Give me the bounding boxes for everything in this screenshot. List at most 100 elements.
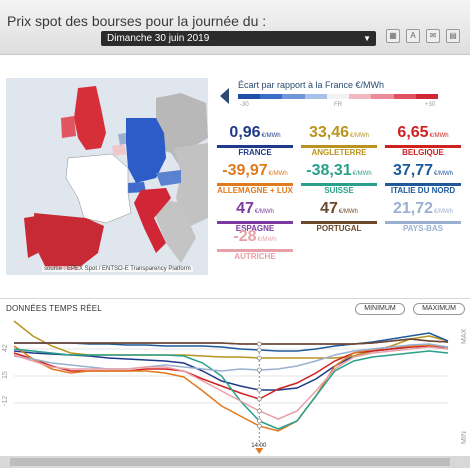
y-tick-label: -12: [2, 396, 9, 406]
mail-icon[interactable]: ✉: [426, 29, 440, 43]
series-line: [13, 346, 449, 420]
map-source: source : EPEX Spot / ENTSO-E Transparenc…: [42, 266, 193, 272]
price-underline: [385, 183, 461, 186]
scale-label: Écart par rapport à la France €/MWh: [238, 80, 385, 90]
price-unit: €/MWh: [261, 133, 281, 139]
scale-segment: [371, 94, 394, 99]
cursor-point: [256, 387, 262, 393]
price-underline: [301, 145, 377, 148]
y-tick-label: 15: [2, 371, 9, 379]
country-name: ANGLETERRE: [311, 148, 367, 157]
price-cell[interactable]: -28€/MWh AUTRICHE: [215, 228, 295, 261]
scale-tick-min: -30: [240, 102, 249, 108]
scale-segment: [304, 94, 327, 99]
cursor-point: [256, 367, 262, 373]
map-italy[interactable]: [134, 188, 171, 253]
map-portugal[interactable]: [24, 216, 38, 258]
price-cell[interactable]: -39,97€/MWh ALLEMAGNE + LUX: [215, 162, 295, 195]
map-belgium[interactable]: [112, 144, 126, 156]
header-icons: ▦ A ✉ ▤: [386, 29, 460, 43]
price-unit: €/MWh: [268, 171, 288, 177]
country-name: SUISSE: [324, 186, 354, 195]
axis-min-label: MIN: [461, 431, 468, 444]
chevron-down-icon: ▼: [363, 34, 371, 43]
cursor-point: [256, 423, 262, 429]
cursor-point: [256, 396, 262, 402]
price-cell[interactable]: 33,46€/MWh ANGLETERRE: [299, 124, 379, 157]
country-name: PAYS-BAS: [402, 224, 443, 233]
date-select[interactable]: Dimanche 30 juin 2019 ▼: [101, 31, 376, 46]
difference-scale: Écart par rapport à la France €/MWh -30 …: [220, 80, 442, 110]
price-unit: €/MWh: [434, 209, 454, 215]
page-title: Prix spot des bourses pour la journée du…: [7, 13, 267, 29]
cursor-point: [256, 418, 262, 424]
price-cell[interactable]: 21,72€/MWh PAYS-BAS: [383, 200, 463, 233]
price-underline: [385, 145, 461, 148]
price-cell[interactable]: 6,65€/MWh BELGIQUE: [383, 124, 463, 157]
price-unit: €/MWh: [257, 237, 277, 243]
price-value: 47€/MWh: [236, 200, 274, 217]
price-underline: [217, 249, 293, 252]
section-divider: [0, 298, 470, 299]
price-cell[interactable]: 47€/MWh PORTUGAL: [299, 200, 379, 233]
price-underline: [385, 221, 461, 224]
realtime-title: DONNÉES TEMPS RÉEL: [6, 304, 102, 313]
price-unit: €/MWh: [338, 209, 358, 215]
price-value: -38,31€/MWh: [306, 162, 372, 179]
scale-tick-mid: FR: [334, 102, 342, 108]
scale-segment: [238, 94, 261, 99]
realtime-chart[interactable]: 42 15 -12 MAX MIN 14:00: [0, 318, 470, 468]
country-name: ITALIE DU NORD: [390, 186, 456, 195]
scale-tick-max: +30: [425, 102, 436, 108]
map-scandinavia: [156, 93, 208, 168]
pointer-icon: [220, 88, 229, 104]
minimum-button[interactable]: MINIMUM: [355, 303, 405, 315]
map-france[interactable]: [65, 153, 132, 224]
calendar-icon[interactable]: A: [406, 29, 420, 43]
cursor-point: [256, 347, 262, 353]
y-tick-label: 42: [2, 344, 9, 352]
calendar-grid-icon[interactable]: ▦: [386, 29, 400, 43]
price-underline: [301, 183, 377, 186]
price-unit: €/MWh: [434, 171, 454, 177]
maximum-button[interactable]: MAXIMUM: [413, 303, 465, 315]
map-germany[interactable]: [126, 118, 166, 183]
price-unit: €/MWh: [254, 209, 274, 215]
price-unit: €/MWh: [352, 171, 372, 177]
map-netherlands[interactable]: [118, 133, 128, 145]
cursor-point: [256, 355, 262, 361]
country-name: FRANCE: [238, 148, 272, 157]
country-name: BELGIQUE: [402, 148, 444, 157]
price-unit: €/MWh: [429, 133, 449, 139]
map-ireland[interactable]: [61, 116, 76, 138]
cursor-time-label: 14:00: [251, 443, 267, 449]
price-value: 6,65€/MWh: [397, 124, 449, 141]
map-spain[interactable]: [34, 213, 104, 270]
price-underline: [217, 145, 293, 148]
series-line: [14, 338, 449, 345]
country-name: ALLEMAGNE + LUX: [217, 186, 293, 195]
price-cell[interactable]: 47€/MWh ESPAGNE: [215, 200, 295, 233]
scale-bar: [238, 94, 438, 99]
price-cell[interactable]: 0,96€/MWh FRANCE: [215, 124, 295, 157]
map-svg: [6, 78, 208, 275]
print-icon[interactable]: ▤: [446, 29, 460, 43]
series-line: [13, 348, 449, 430]
scale-segment: [260, 94, 283, 99]
country-name: ESPAGNE: [235, 224, 275, 233]
europe-map[interactable]: source : EPEX Spot / ENTSO-E Transparenc…: [6, 78, 208, 275]
price-cell[interactable]: 37,77€/MWh ITALIE DU NORD: [383, 162, 463, 195]
scale-segment: [393, 94, 416, 99]
price-value: 21,72€/MWh: [392, 200, 454, 217]
date-value: Dimanche 30 juin 2019: [107, 33, 210, 44]
price-value: 37,77€/MWh: [392, 162, 454, 179]
scale-segment: [349, 94, 372, 99]
series-line: [14, 332, 449, 352]
map-austria[interactable]: [156, 170, 181, 186]
series-line: [13, 343, 449, 372]
scroll-thumb: [10, 458, 450, 466]
scale-segment: [415, 94, 438, 99]
price-cell[interactable]: -38,31€/MWh SUISSE: [299, 162, 379, 195]
map-uk[interactable]: [74, 86, 106, 150]
axis-max-label: MAX: [461, 329, 468, 345]
